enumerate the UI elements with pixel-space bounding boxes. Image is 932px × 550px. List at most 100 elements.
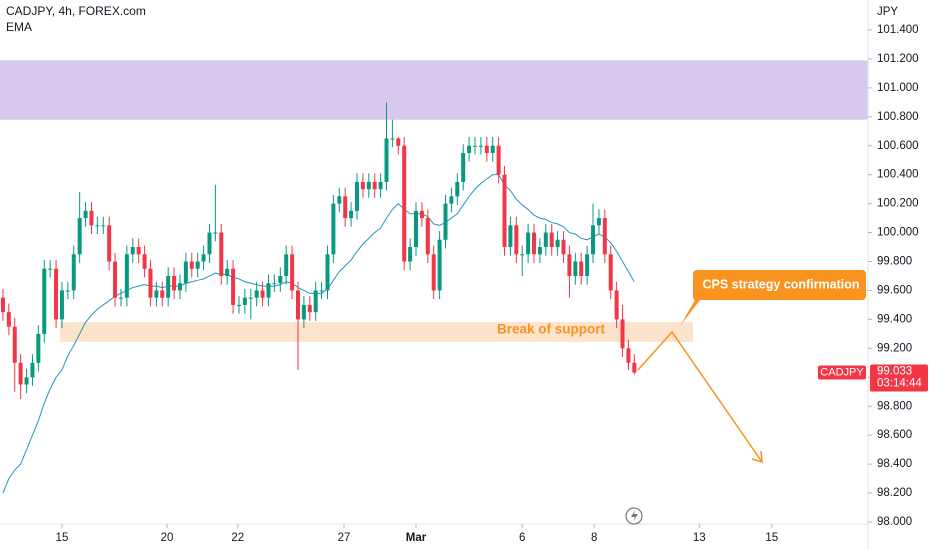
- candle-body: [561, 239, 566, 255]
- axes: 98.00098.20098.40098.60098.80099.00099.2…: [56, 24, 928, 544]
- candle-body: [113, 261, 118, 298]
- candle-body: [484, 145, 489, 153]
- y-tick-label: 99.200: [877, 342, 912, 354]
- y-axis-label: JPY: [877, 6, 898, 18]
- candle-body: [201, 254, 206, 262]
- candle-body: [449, 196, 454, 204]
- candle-body: [396, 138, 401, 146]
- event-icon[interactable]: [625, 507, 643, 525]
- candle-body: [83, 210, 88, 219]
- callout-box: [680, 270, 866, 326]
- candle-body: [231, 268, 236, 305]
- candle-body: [242, 297, 247, 305]
- candle-body: [596, 218, 601, 226]
- candle-body: [378, 181, 383, 190]
- candle-body: [254, 290, 259, 298]
- candle-body: [272, 283, 277, 285]
- candle-body: [71, 254, 76, 291]
- candle-body: [620, 319, 625, 349]
- candle-body: [437, 239, 442, 291]
- candle-body: [384, 138, 389, 182]
- candle-body: [260, 290, 265, 298]
- y-tick-label: 98.200: [877, 487, 912, 499]
- y-tick-label: 101.400: [877, 24, 919, 36]
- candle-body: [213, 232, 218, 234]
- candle-body: [508, 225, 513, 248]
- candle-body: [532, 232, 537, 255]
- candle-body: [520, 254, 525, 256]
- indicator-label: EMA: [6, 20, 32, 34]
- y-tick-label: 100.000: [877, 227, 919, 239]
- candle-body: [225, 268, 230, 276]
- candle-body: [278, 275, 283, 284]
- candle-body: [319, 290, 324, 292]
- zones: [0, 60, 868, 342]
- candle-body: [567, 254, 572, 276]
- candle-body: [555, 239, 560, 248]
- candle-body: [579, 261, 584, 276]
- candle-body: [402, 145, 407, 262]
- candle-body: [419, 210, 424, 219]
- candle-body: [6, 312, 11, 327]
- candle-body: [602, 218, 607, 255]
- candle-body: [207, 232, 212, 255]
- y-tick-label: 98.400: [877, 458, 912, 470]
- ema-line: [2, 174, 635, 494]
- candle-body: [608, 254, 613, 291]
- candle-body: [236, 304, 241, 306]
- x-tick-label: Mar: [406, 532, 427, 544]
- candle-body: [496, 145, 501, 175]
- candle-body: [632, 362, 637, 373]
- candle-body: [455, 181, 460, 197]
- candle-body: [467, 145, 472, 153]
- y-tick-label: 100.200: [877, 198, 919, 210]
- price-zone: [0, 60, 868, 120]
- candle-body: [290, 254, 295, 291]
- candle-body: [101, 225, 106, 227]
- symbol-tag: [818, 365, 866, 380]
- x-tick-label: 15: [56, 532, 69, 544]
- candle-body: [177, 283, 182, 291]
- candle-body: [443, 203, 448, 240]
- candle-body: [337, 196, 342, 204]
- candle-body: [65, 290, 70, 292]
- candle-body: [307, 304, 312, 313]
- candle-body: [248, 297, 253, 299]
- candle-body: [77, 218, 82, 255]
- candle-body: [12, 326, 17, 363]
- candle-body: [266, 283, 271, 298]
- candle-body: [461, 152, 466, 182]
- x-tick-label: 6: [519, 532, 525, 544]
- candle-body: [414, 210, 419, 248]
- y-tick-label: 98.000: [877, 516, 912, 528]
- candle-body: [431, 254, 436, 291]
- candle-body: [473, 145, 478, 147]
- candle-body: [502, 174, 507, 248]
- candle-body: [478, 145, 483, 147]
- candle-body: [36, 333, 41, 363]
- candle-body: [166, 275, 171, 298]
- candle-body: [537, 247, 542, 255]
- x-tick-label: 20: [161, 532, 174, 544]
- x-tick-label: 8: [591, 532, 597, 544]
- candle-body: [325, 254, 330, 291]
- y-tick-label: 98.800: [877, 400, 912, 412]
- event-icon-bolt: [631, 510, 638, 522]
- candle-body: [591, 225, 596, 255]
- candle-body: [42, 268, 47, 334]
- y-tick-label: 100.400: [877, 169, 919, 181]
- candle-body: [573, 261, 578, 276]
- candle-body: [284, 254, 289, 276]
- candle-body: [195, 261, 200, 269]
- candle-body: [372, 181, 377, 190]
- zone-annotation: Break of support: [497, 322, 606, 337]
- candle-body: [514, 225, 519, 255]
- candle-body: [354, 181, 359, 211]
- candle-body: [107, 225, 112, 262]
- x-tick-label: 22: [231, 532, 244, 544]
- chart-title: CADJPY, 4h, FOREX.com: [6, 4, 146, 18]
- candle-body: [219, 232, 224, 276]
- candle-body: [366, 181, 371, 190]
- candle-body: [154, 290, 159, 298]
- candle-body: [189, 261, 194, 269]
